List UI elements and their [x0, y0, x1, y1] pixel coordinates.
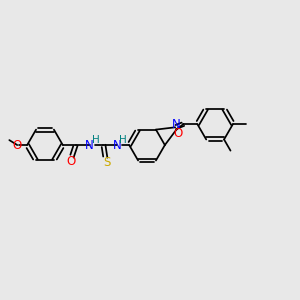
- Text: N: N: [113, 139, 122, 152]
- Text: O: O: [66, 155, 75, 168]
- Text: N: N: [172, 118, 181, 131]
- Text: H: H: [119, 135, 127, 145]
- Text: N: N: [85, 139, 94, 152]
- Text: O: O: [174, 127, 183, 140]
- Text: S: S: [104, 156, 111, 170]
- Text: O: O: [12, 139, 21, 152]
- Text: H: H: [92, 135, 99, 145]
